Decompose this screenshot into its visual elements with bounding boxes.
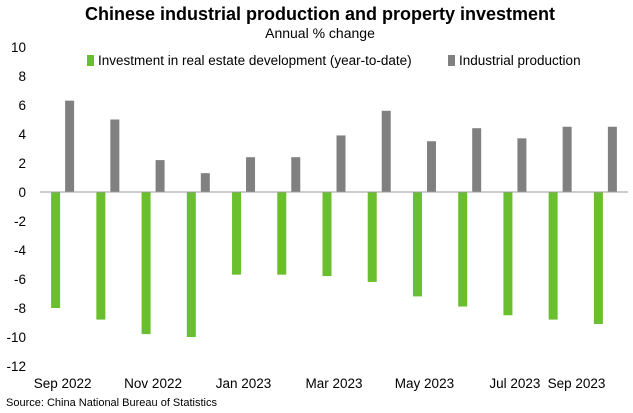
x-axis: Sep 2022 Nov 2022 Jan 2023 Mar 2023 May 2023…	[34, 376, 606, 391]
bar-industrial-production	[336, 135, 346, 192]
x-tick-label: Sep 2023	[548, 376, 606, 391]
x-tick-label: Sep 2022	[34, 376, 92, 391]
bar-investment	[51, 192, 61, 308]
y-tick-label: -6	[14, 272, 26, 287]
bar-industrial-production	[381, 110, 391, 192]
bar-investment	[593, 192, 603, 324]
bar-investment	[458, 192, 468, 307]
y-tick-label: 4	[18, 127, 26, 142]
legend-label-industrial: Industrial production	[459, 53, 581, 68]
bar-industrial-production	[562, 126, 572, 192]
bar-investment	[141, 192, 151, 335]
bar-investment	[367, 192, 377, 282]
x-tick-label: Nov 2022	[124, 376, 182, 391]
bar-investment	[503, 192, 513, 316]
bar-industrial-production	[246, 157, 256, 192]
y-tick-label: 0	[18, 185, 26, 200]
x-tick-label: May 2023	[395, 376, 454, 391]
chart-subtitle: Annual % change	[265, 25, 375, 41]
bar-investment	[322, 192, 332, 277]
y-tick-label: -8	[14, 301, 26, 316]
bar-industrial-production	[517, 138, 527, 192]
y-tick-label: -10	[6, 330, 26, 345]
legend-swatch-investment	[87, 55, 94, 66]
x-tick-label: Mar 2023	[305, 376, 362, 391]
y-axis: 10 8 6 4 2 0 -2 -4 -6 -8 -10 -12	[6, 40, 26, 374]
bar-industrial-production	[291, 157, 301, 192]
bar-industrial-production	[155, 160, 165, 192]
bar-industrial-production	[472, 128, 482, 192]
y-tick-label: -2	[14, 214, 26, 229]
bar-investment	[548, 192, 558, 320]
bar-investment	[232, 192, 242, 275]
bar-investment	[412, 192, 422, 297]
bar-industrial-production	[607, 126, 617, 192]
bar-industrial-production	[200, 173, 210, 192]
bar-investment	[186, 192, 196, 337]
legend: Investment in real estate development (y…	[87, 53, 581, 68]
bar-investment	[96, 192, 106, 320]
bar-industrial-production	[110, 119, 120, 192]
x-tick-label: Jul 2023	[489, 376, 540, 391]
y-tick-label: 6	[18, 98, 26, 113]
bar-investment	[277, 192, 287, 275]
bar-industrial-production	[65, 100, 75, 192]
bar-industrial-production	[426, 141, 436, 192]
chart-title: Chinese industrial production and proper…	[85, 4, 555, 24]
y-tick-label: 10	[11, 40, 26, 55]
legend-label-investment: Investment in real estate development (y…	[98, 53, 412, 68]
y-tick-label: -4	[14, 243, 26, 258]
legend-swatch-industrial	[448, 55, 455, 66]
y-tick-label: -12	[6, 359, 26, 374]
x-tick-label: Jan 2023	[216, 376, 272, 391]
source-note: Source: China National Bureau of Statist…	[6, 397, 217, 409]
y-tick-label: 8	[18, 69, 26, 84]
bars	[51, 100, 617, 337]
y-tick-label: 2	[18, 156, 26, 171]
